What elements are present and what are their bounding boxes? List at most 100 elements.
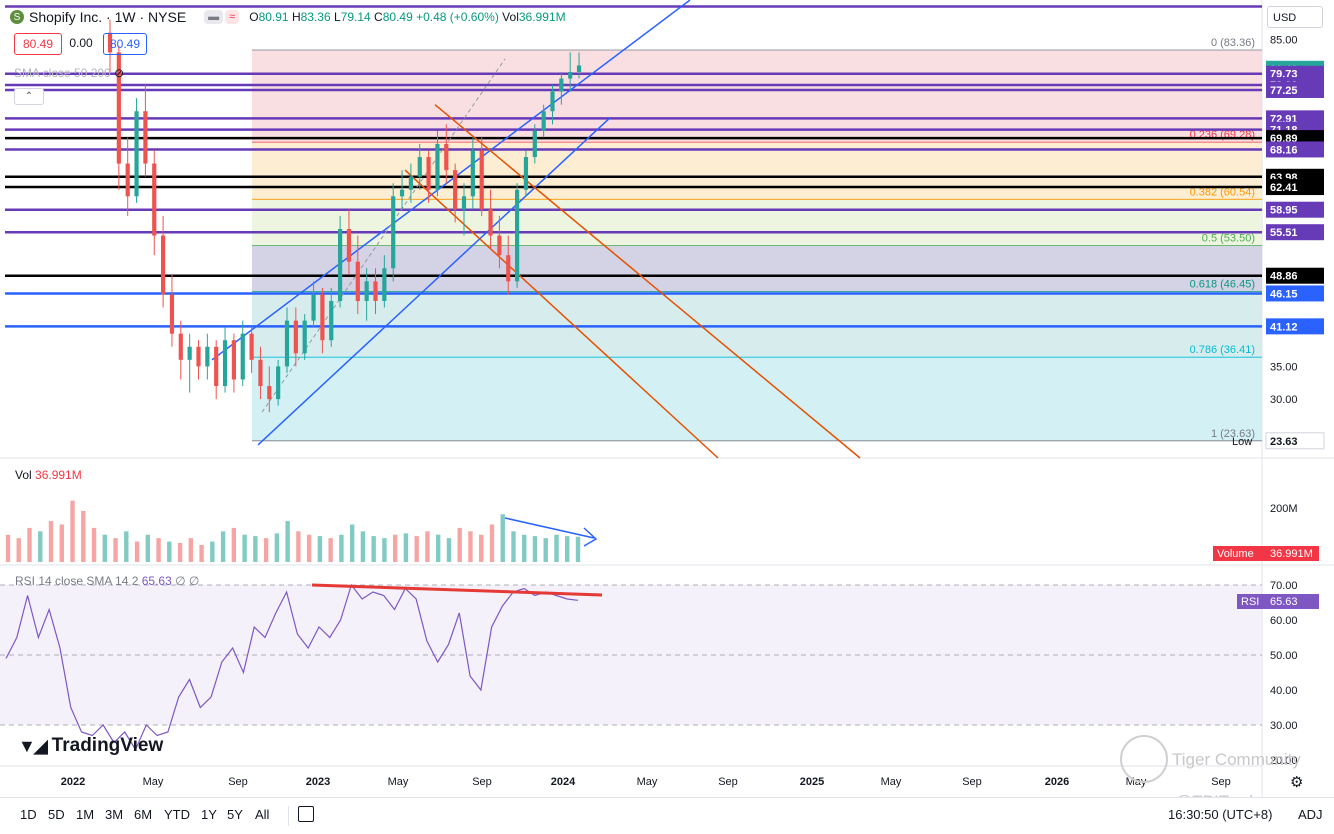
volume-bar — [210, 541, 215, 562]
candle-body — [532, 130, 537, 158]
descending-channel-lower — [404, 169, 719, 459]
indicator-wave-icon[interactable]: ≈ — [225, 10, 240, 24]
settings-gear-icon[interactable]: ⚙ — [1290, 774, 1304, 791]
candle-body — [461, 196, 467, 210]
candle-body — [541, 111, 546, 131]
compare-icon[interactable]: ▬ — [204, 10, 224, 24]
volume-bar — [38, 531, 43, 562]
collapse-legend-button[interactable]: ⌃ — [14, 88, 44, 105]
candle-body — [311, 294, 316, 321]
symbol-title[interactable]: Shopify Inc. · 1W · NYSE — [29, 9, 187, 25]
rsi-divergence-line — [311, 583, 603, 597]
volume-bar — [489, 524, 495, 562]
sma-legend[interactable]: SMA close 50 200 ⊘ — [14, 66, 125, 80]
candle-body — [169, 294, 175, 334]
rsi-tick: 60.00 — [1270, 615, 1298, 627]
tradingview-logo[interactable]: ▼◢ TradingView — [18, 735, 164, 756]
candle-body — [523, 157, 529, 190]
range-1d[interactable]: 1D — [20, 807, 37, 822]
candle-body — [258, 359, 263, 387]
sell-price-box[interactable]: 80.49 — [14, 33, 62, 55]
volume-bar — [532, 536, 538, 562]
range-1y[interactable]: 1Y — [201, 807, 217, 822]
candle-body — [408, 176, 413, 190]
candle-body — [470, 150, 475, 197]
spread-value: 0.00 — [69, 36, 93, 50]
svg-text:68.16: 68.16 — [1270, 144, 1298, 156]
volume-bar — [27, 527, 32, 562]
candle-body — [346, 229, 352, 262]
price-tick: 35.00 — [1270, 361, 1298, 373]
time-tick: May — [637, 776, 658, 788]
candle-body — [178, 333, 183, 360]
candle-body — [338, 229, 343, 301]
candle-body — [249, 333, 254, 360]
adj-toggle[interactable]: ADJ — [1298, 807, 1323, 822]
time-tick: Sep — [1211, 776, 1231, 788]
volume-bar — [328, 538, 333, 562]
volume-bar — [479, 534, 484, 562]
candle-body — [205, 346, 210, 367]
volume-label: Volume 36.991M — [1213, 546, 1319, 561]
svg-text:62.41: 62.41 — [1270, 182, 1298, 194]
volume-bar — [392, 534, 398, 562]
price-label: 41.12 — [1266, 318, 1324, 335]
svg-text:46.15: 46.15 — [1270, 288, 1298, 300]
volume-bar — [70, 500, 75, 562]
range-1m[interactable]: 1M — [76, 807, 95, 822]
volume-bar — [306, 534, 312, 562]
volume-bar — [575, 536, 581, 562]
price-label: 55.51 — [1266, 224, 1324, 241]
volume-bar — [231, 527, 237, 562]
channel-upper-line — [211, 0, 691, 361]
candle-body — [276, 366, 281, 400]
clock[interactable]: 16:30:50 (UTC+8) — [1168, 807, 1273, 822]
range-all[interactable]: All — [255, 807, 270, 822]
time-tick: May — [881, 776, 902, 788]
currency-select[interactable]: USD — [1267, 6, 1323, 28]
fib-label: 0.5 (53.50) — [1202, 232, 1255, 244]
volume-bar — [167, 541, 172, 562]
candle-body — [479, 150, 484, 210]
range-5y[interactable]: 5Y — [227, 807, 243, 822]
range-6m[interactable]: 6M — [134, 807, 153, 822]
rsi-legend[interactable]: RSI 14 close SMA 14 2 65.63 ∅ ∅ — [15, 574, 200, 588]
volume-bar — [317, 536, 323, 562]
buy-price-box[interactable]: 80.49 — [103, 33, 147, 55]
volume-bar — [81, 510, 86, 562]
candle-body — [515, 189, 520, 282]
candle-body — [320, 294, 325, 341]
volume-bar — [274, 533, 280, 562]
time-tick: 2024 — [551, 776, 576, 788]
time-tick: May — [143, 776, 164, 788]
volume-arrowhead — [583, 527, 598, 547]
volume-bar — [253, 536, 258, 562]
candle-body — [196, 346, 201, 367]
fib-label: 0.382 (60.54) — [1190, 186, 1255, 198]
volume-bar — [102, 534, 107, 562]
volume-bar — [134, 541, 140, 562]
price-label: 48.86 — [1266, 267, 1324, 284]
candle-body — [116, 52, 121, 164]
range-5d[interactable]: 5D — [48, 807, 65, 822]
candle-body — [222, 340, 228, 387]
candle-body — [161, 235, 166, 295]
range-ytd[interactable]: YTD — [164, 807, 190, 822]
tiger-logo-icon — [1120, 735, 1168, 783]
candle-body — [568, 71, 573, 79]
volume-bar — [403, 533, 409, 562]
candle-body — [426, 157, 431, 190]
fib-zone — [252, 49, 1262, 143]
volume-legend[interactable]: Vol 36.991M — [15, 468, 82, 482]
time-tick: Sep — [718, 776, 738, 788]
calendar-icon[interactable] — [298, 806, 314, 822]
volume-bar — [16, 538, 21, 562]
volume-bar — [296, 531, 301, 562]
rsi-tick: 70.00 — [1270, 580, 1298, 592]
hidden-eye-icon[interactable]: ⊘ — [114, 66, 125, 80]
volume-bar — [188, 538, 194, 562]
time-tick: Sep — [228, 776, 248, 788]
candle-body — [107, 32, 113, 53]
range-3m[interactable]: 3M — [105, 807, 124, 822]
